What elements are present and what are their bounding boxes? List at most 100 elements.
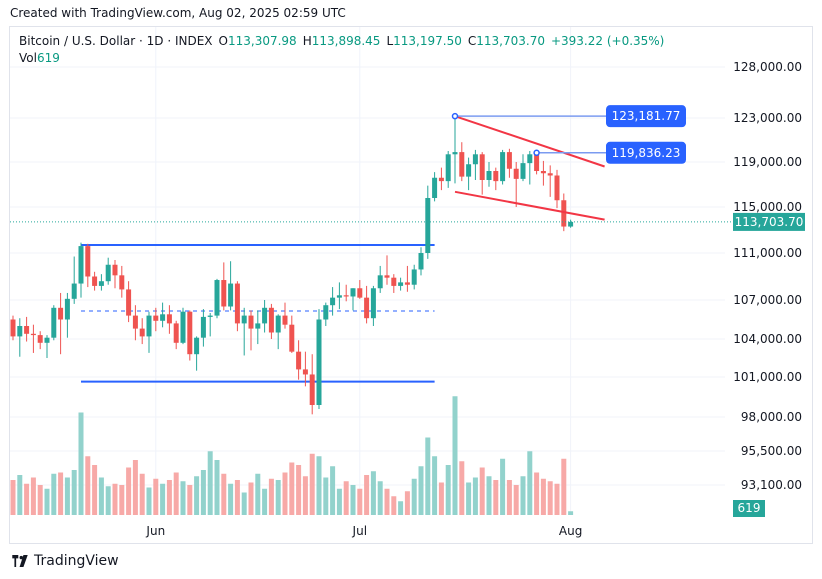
volume-legend: Vol619 [19, 51, 60, 65]
volume-bars [10, 396, 574, 515]
volume-bar [309, 453, 315, 515]
volume-bar [479, 467, 485, 515]
volume-bar [289, 462, 295, 515]
candle-body [207, 315, 213, 317]
price-callouts: 123,181.77 119,836.23 [451, 105, 686, 164]
volume-value: 619 [36, 51, 60, 65]
volume-bar [425, 437, 431, 515]
volume-bar [78, 412, 84, 515]
volume-bar [166, 480, 172, 515]
candle-body [432, 177, 438, 198]
candle-body [30, 333, 36, 336]
volume-bar [459, 461, 465, 515]
callout-box [606, 105, 686, 128]
tradingview-logo[interactable]: TradingView [10, 553, 119, 569]
candle-body [527, 154, 533, 164]
volume-bar [411, 478, 417, 515]
volume-bar [24, 483, 30, 515]
candle-body [357, 288, 363, 298]
volume-bar [92, 465, 98, 515]
volume-bar [180, 481, 186, 515]
volume-bar [445, 465, 451, 515]
candle-body [146, 315, 152, 337]
candle-body [92, 276, 98, 286]
volume-bar [17, 475, 23, 515]
price-axis: 128,000.00 123,000.00 119,000.00 115,000.00… [10, 60, 805, 517]
candle-body [370, 288, 376, 319]
volume-tag-label: 619 [738, 501, 761, 515]
volume-bar [377, 481, 383, 515]
candle-body [568, 221, 574, 227]
time-tick-label: Aug [559, 524, 582, 538]
candle-body [398, 282, 404, 286]
candle-body [180, 311, 186, 343]
volume-bar [493, 480, 499, 515]
symbol-title[interactable]: Bitcoin / U.S. Dollar · 1D · INDEX [19, 34, 213, 48]
candle-body [472, 154, 478, 165]
candle-body [10, 319, 16, 337]
candle-body [479, 154, 485, 180]
candle-body [44, 337, 50, 343]
brand-name: TradingView [34, 553, 119, 569]
candle-body [71, 283, 77, 299]
candle-body [425, 198, 431, 253]
candle-body [377, 275, 383, 289]
volume-bar [51, 473, 57, 515]
candle-body [411, 269, 417, 285]
candle-body [289, 324, 295, 352]
candle-body [228, 283, 234, 307]
candle-body [561, 200, 567, 227]
volume-bar [98, 477, 104, 515]
volume-bar [146, 487, 152, 515]
candle-body [554, 175, 560, 201]
candle-body [350, 288, 356, 297]
price-tick-label: 128,000.00 [733, 60, 802, 74]
candle-body [24, 326, 30, 334]
candle-body [493, 171, 499, 182]
volume-bar [513, 485, 519, 515]
candle-body [330, 297, 336, 306]
volume-bar [547, 481, 553, 515]
candle-body [275, 315, 281, 333]
change-value: +393.22 (+0.35%) [550, 34, 665, 48]
volume-bar [323, 477, 329, 515]
candle-body [540, 171, 546, 174]
volume-bar [364, 475, 370, 515]
candle-body [336, 295, 342, 298]
volume-bar [234, 480, 240, 515]
volume-bar [262, 488, 268, 515]
volume-bar [384, 488, 390, 515]
candle-body [513, 168, 519, 179]
volume-bar [200, 470, 206, 515]
candle-body [486, 171, 492, 180]
price-tick-label: 104,000.00 [733, 332, 802, 346]
volume-bar [350, 485, 356, 515]
volume-bar [500, 458, 506, 515]
price-tick-label: 101,000.00 [733, 370, 802, 384]
volume-bar [194, 476, 200, 515]
candle-body [166, 314, 172, 324]
volume-bar [282, 472, 288, 515]
volume-bar [452, 396, 458, 515]
wedge-drawings [454, 115, 605, 221]
high-value: 113,898.45 [311, 34, 381, 48]
candle-body [98, 281, 104, 286]
wedge-lower-line [454, 190, 605, 221]
price-tick-label: 115,000.00 [733, 200, 802, 214]
wedge-upper-line [454, 115, 605, 168]
candle-body [323, 305, 329, 320]
candle-body [105, 264, 111, 282]
candle-body [302, 369, 308, 375]
callout-anchor [451, 112, 459, 120]
candle-body [126, 289, 132, 316]
volume-bar [486, 476, 492, 515]
callout-label: 123,181.77 [612, 109, 681, 123]
volume-tag [733, 500, 765, 517]
candle-body [404, 282, 410, 285]
candle-body [255, 323, 261, 329]
candle-body [37, 335, 43, 343]
volume-bar [302, 476, 308, 515]
volume-bar [466, 482, 472, 515]
volume-bar [268, 478, 274, 515]
